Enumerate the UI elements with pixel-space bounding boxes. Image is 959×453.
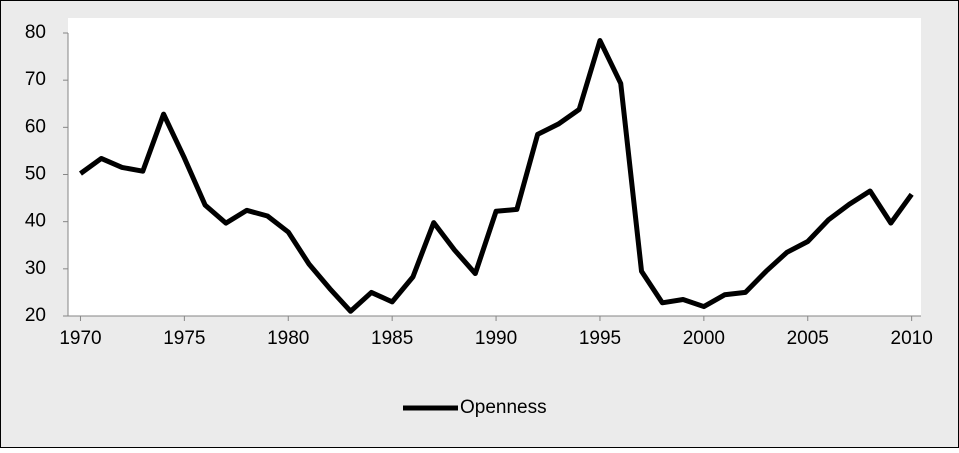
data-line — [78, 38, 914, 314]
x-tick-label: 2005 — [787, 328, 829, 349]
y-tick-label: 30 — [25, 258, 46, 279]
y-tick-label: 20 — [25, 305, 46, 326]
x-tick-label: 1985 — [371, 328, 413, 349]
x-tick-label: 1975 — [163, 328, 205, 349]
y-tick-label: 70 — [25, 69, 46, 90]
x-tick-label: 1995 — [579, 328, 621, 349]
x-tick-label: 1980 — [267, 328, 309, 349]
x-tick-label: 2000 — [683, 328, 725, 349]
legend-label: Openness — [460, 397, 547, 418]
plot-area — [68, 18, 921, 316]
y-tick-label: 80 — [25, 22, 46, 43]
y-tick-label: 40 — [25, 211, 46, 232]
x-tick-label: 2010 — [891, 328, 933, 349]
x-tick-label: 1990 — [475, 328, 517, 349]
y-tick-label: 50 — [25, 164, 46, 185]
x-tick-label: 1970 — [59, 328, 101, 349]
y-tick-label: 60 — [25, 116, 46, 137]
